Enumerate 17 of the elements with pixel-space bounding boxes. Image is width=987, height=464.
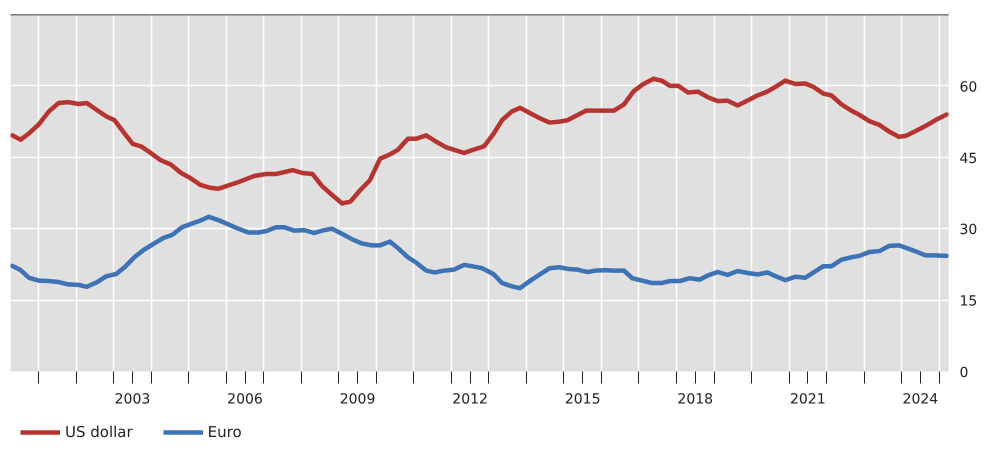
y-tick-label: 15: [960, 294, 978, 310]
x-tick-label: 2003: [114, 392, 150, 408]
x-tick-label: 2012: [452, 392, 488, 408]
y-tick-label: 60: [960, 79, 978, 96]
x-tick-label: 2018: [677, 392, 714, 408]
line-series: [10, 214, 948, 290]
x-tick-label: 2021: [790, 392, 826, 408]
x-tick-label: 2006: [227, 392, 263, 408]
legend-label: Euro: [208, 423, 242, 441]
y-tick-label: 30: [960, 222, 978, 238]
line-series: [10, 76, 948, 206]
y-tick-label: 0: [960, 365, 968, 381]
legend-label: US dollar: [65, 423, 133, 441]
x-tick-label: 2015: [564, 392, 601, 408]
x-tick-label: 2009: [340, 392, 376, 408]
y-tick-label: 45: [960, 150, 978, 167]
x-tick-label: 2024: [902, 392, 938, 408]
